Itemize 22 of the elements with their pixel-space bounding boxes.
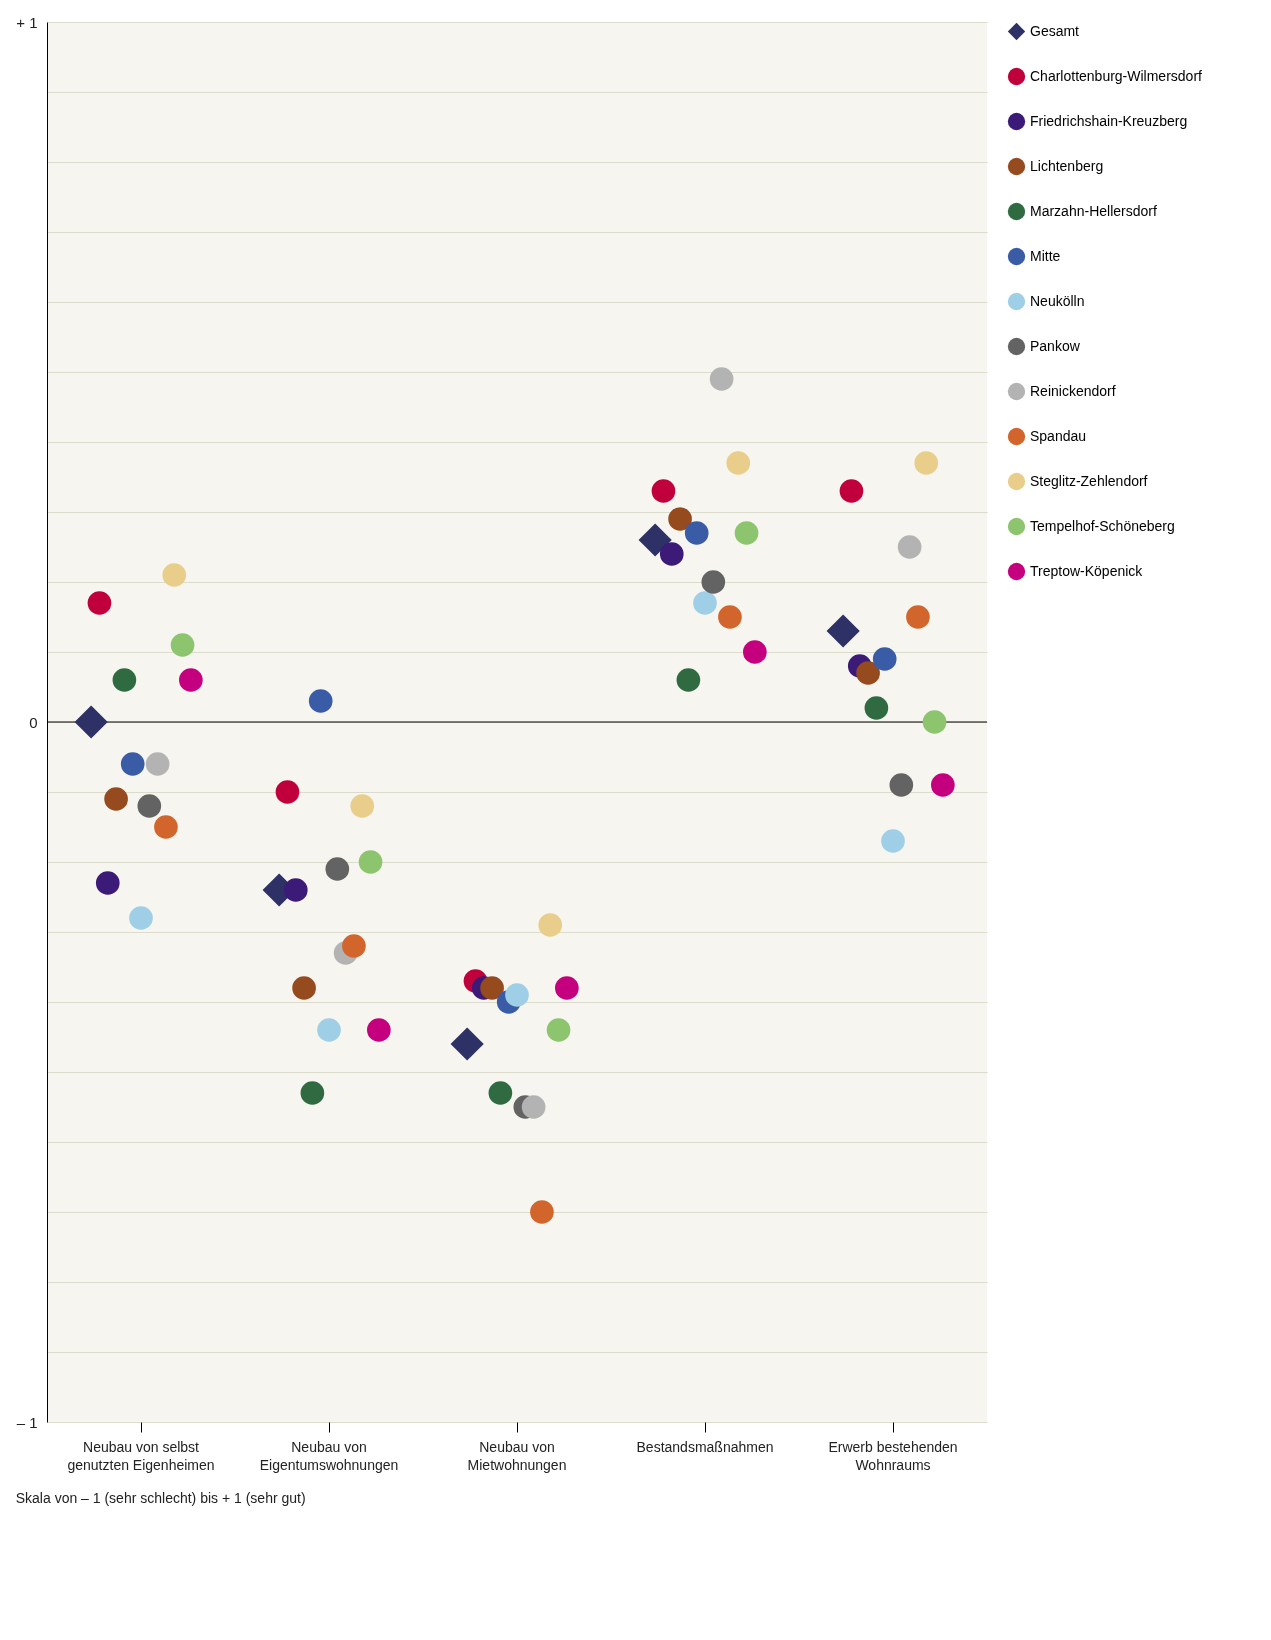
- legend-label: Friedrichshain-Kreuzberg: [1030, 112, 1188, 129]
- x-tick-label: Neubau von Mietwohnungen: [467, 1438, 567, 1473]
- legend-label: Gesamt: [1030, 22, 1080, 39]
- x-tick-label: Erwerb bestehenden Wohnraums: [828, 1438, 958, 1473]
- legend-label: Neukölln: [1030, 292, 1085, 309]
- legend-label: Marzahn-Hellersdorf: [1030, 202, 1157, 219]
- legend-label: Treptow-Köpenick: [1030, 562, 1144, 579]
- legend-label: Mitte: [1030, 247, 1061, 264]
- legend-label: Charlottenburg-Wilmersdorf: [1030, 67, 1203, 84]
- x-tick-label: Neubau von Eigentumswohnungen: [259, 1438, 399, 1473]
- legend-label: Steglitz-Zehlendorf: [1030, 472, 1148, 489]
- legend-label: Pankow: [1030, 337, 1081, 354]
- legend-label: Lichtenberg: [1030, 157, 1104, 174]
- y-tick-label: 0: [29, 713, 38, 731]
- legend-label: Spandau: [1030, 427, 1087, 444]
- legend-label: Reinickendorf: [1030, 382, 1116, 399]
- y-tick-label: – 1: [16, 1413, 38, 1431]
- x-tick-label: Bestandsmaßnahmen: [636, 1438, 774, 1455]
- y-tick-label: + 1: [16, 13, 38, 31]
- legend-label: Tempelhof-Schöneberg: [1030, 517, 1175, 534]
- x-tick-label: Neubau von selbst genutzten Eigenheimen: [67, 1438, 215, 1473]
- text: Skala von – 1 (sehr schlecht) bis + 1 (sehr gut): [15, 1490, 306, 1506]
